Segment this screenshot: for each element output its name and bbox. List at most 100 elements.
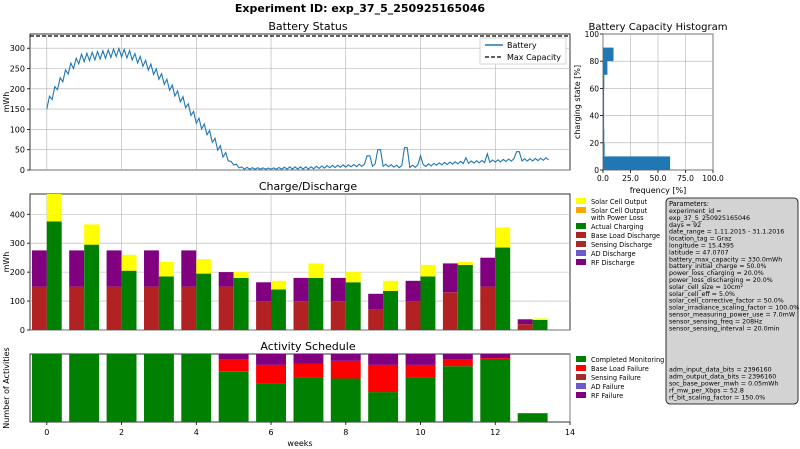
parameter-line: rf_mw_per_Xbps = 52.8 [669, 387, 744, 394]
activity-bar [330, 378, 361, 422]
charge-bar [345, 282, 361, 330]
battery-ytick-label: 0 [20, 166, 25, 175]
hist-bar [603, 102, 605, 116]
parameter-line: power_loss_discharging = 20.0% [669, 277, 773, 284]
charge-bar [121, 254, 137, 271]
activity-bar [405, 354, 436, 365]
activity-legend-swatch [576, 365, 586, 371]
charge-bar [308, 277, 324, 330]
activity-bar [330, 360, 361, 379]
hist-ytick-label: 60 [589, 84, 599, 93]
histogram-title: Battery Capacity Histogram [589, 22, 728, 33]
charge-legend-line: AD Discharge [591, 250, 636, 258]
battery-line [46, 46, 549, 170]
activity-bar [293, 363, 324, 378]
charge-legend-line: Solar Cell Output [591, 207, 648, 215]
activity-bar [293, 354, 324, 364]
charge-legend-line: Actual Charging [591, 223, 644, 231]
parameter-line: sensor_sensing_freq = 208Hz [669, 318, 763, 325]
charge-bar [420, 276, 436, 330]
activity-legend-swatch [576, 383, 586, 389]
discharge-bar [256, 282, 271, 302]
charge-legend-swatch [576, 259, 586, 265]
charge-legend-line: with Power Loss [591, 214, 644, 222]
charge-bar [383, 280, 398, 291]
charge-bar [233, 272, 249, 278]
activity-bar [256, 364, 286, 384]
battery-ytick-label: 100 [10, 125, 25, 134]
discharge-bar [405, 301, 421, 330]
charge-bar [196, 259, 212, 274]
hist-bar [603, 156, 671, 170]
discharge-bar [517, 324, 533, 330]
histogram-ylabel: charging state [%] [573, 65, 582, 139]
weeks-xtick-label: 4 [194, 428, 199, 437]
charge-bar [158, 276, 174, 330]
max-capacity-legend-label: Max Capacity [507, 53, 561, 62]
battery-legend: Battery Max Capacity [479, 37, 567, 65]
charge-bar [383, 290, 398, 330]
battery-status-plot: 0 50 100 150 200 250 300 Battery Max Capacity [10, 33, 571, 175]
discharge-bar [69, 250, 85, 287]
discharge-bar [480, 286, 496, 330]
activity-bar [442, 354, 473, 360]
activity-legend-swatch [576, 392, 586, 398]
parameter-line: days = 92 [669, 222, 701, 229]
activity-legend-label: Sensing Failure [591, 374, 641, 382]
parameter-line: solar_irradiance_scaling_factor = 100.0% [669, 305, 799, 312]
charge-bar [495, 247, 511, 330]
charge-ytick-label: 100 [10, 297, 25, 306]
activity-bar [480, 359, 511, 422]
charge-legend-label: Sensing Discharge [591, 241, 652, 249]
battery-ytick-label: 150 [10, 105, 25, 114]
activity-bar [368, 392, 399, 422]
charge-bar [196, 273, 212, 330]
activity-bar [517, 413, 548, 422]
activity-bar [218, 359, 249, 372]
discharge-bar [405, 280, 421, 302]
discharge-bar [31, 250, 47, 287]
weeks-xtick-label: 6 [268, 428, 273, 437]
weeks-xtick-label: 8 [343, 428, 348, 437]
activity-bar [368, 364, 399, 393]
parameter-line: soc_base_power_mwh = 0.05mWh [669, 381, 778, 388]
activity-bar [181, 354, 212, 422]
battery-ytick-label: 200 [10, 85, 25, 94]
charge-bar [158, 262, 174, 277]
parameter-line: sensor_sensing_interval = 20.0min [669, 325, 780, 332]
battery-ytick-label: 300 [10, 44, 25, 53]
activity-legend-label: Base Load Failure [591, 365, 649, 373]
charge-bar [420, 264, 436, 277]
activity-bar [405, 364, 436, 378]
discharge-bar [330, 277, 346, 301]
discharge-bar [368, 293, 384, 310]
hist-bar [603, 142, 605, 157]
hist-ytick-label: 0 [594, 166, 599, 175]
discharge-bar [330, 301, 346, 330]
charge-legend-line: Solar Cell Output [591, 198, 648, 206]
charge-legend-swatch [576, 250, 586, 256]
parameter-line: battery_max_capacity = 330.0mWh [669, 256, 782, 263]
hist-xtick-label: 100.0 [702, 174, 724, 183]
activity-bar [31, 354, 62, 422]
parameters-background [665, 197, 799, 405]
charge-legend-label: Solar Cell Output [591, 198, 648, 206]
hist-ytick-label: 20 [589, 139, 599, 148]
weeks-xtick-label: 14 [565, 428, 575, 437]
activity-bar [368, 354, 399, 365]
activity-schedule-title: Activity Schedule [260, 340, 355, 353]
activity-ylabel: Number of Activities [2, 347, 11, 428]
discharge-bar [293, 277, 309, 301]
parameter-line: rf_bit_scaling_factor = 150.0% [669, 394, 765, 401]
hist-xtick-label: 75.0 [677, 174, 694, 183]
discharge-bar [106, 250, 122, 287]
parameter-line: location_tag = Graz [669, 236, 732, 243]
weeks-xtick-label: 12 [490, 428, 500, 437]
activity-bar [480, 354, 511, 359]
charge-legend-label: Solar Cell Output with Power Loss [591, 207, 648, 222]
activity-bar [106, 354, 137, 422]
hist-xtick-label: 25.0 [622, 174, 639, 183]
histogram-xlabel: frequency [%] [630, 186, 687, 195]
charge-legend-swatch [576, 223, 586, 229]
